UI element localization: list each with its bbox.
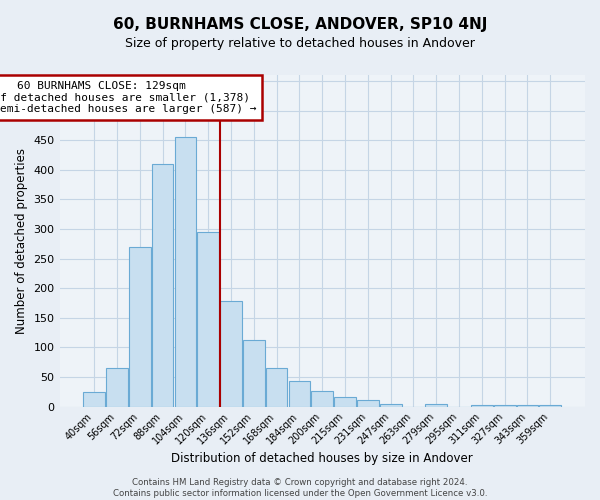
Bar: [266, 368, 287, 406]
Bar: [83, 392, 105, 406]
Text: 60 BURNHAMS CLOSE: 129sqm
← 70% of detached houses are smaller (1,378)
30% of se: 60 BURNHAMS CLOSE: 129sqm ← 70% of detac…: [0, 81, 256, 114]
Bar: [289, 381, 310, 406]
Bar: [334, 397, 356, 406]
Bar: [197, 232, 219, 406]
Bar: [243, 340, 265, 406]
Bar: [152, 164, 173, 406]
Bar: [106, 368, 128, 406]
Text: Size of property relative to detached houses in Andover: Size of property relative to detached ho…: [125, 38, 475, 51]
Y-axis label: Number of detached properties: Number of detached properties: [15, 148, 28, 334]
Bar: [129, 247, 151, 406]
X-axis label: Distribution of detached houses by size in Andover: Distribution of detached houses by size …: [172, 452, 473, 465]
Bar: [357, 400, 379, 406]
Bar: [311, 390, 333, 406]
Text: 60, BURNHAMS CLOSE, ANDOVER, SP10 4NJ: 60, BURNHAMS CLOSE, ANDOVER, SP10 4NJ: [113, 18, 487, 32]
Bar: [175, 137, 196, 406]
Text: Contains HM Land Registry data © Crown copyright and database right 2024.
Contai: Contains HM Land Registry data © Crown c…: [113, 478, 487, 498]
Bar: [380, 404, 401, 406]
Bar: [220, 301, 242, 406]
Bar: [425, 404, 447, 406]
Bar: [471, 405, 493, 406]
